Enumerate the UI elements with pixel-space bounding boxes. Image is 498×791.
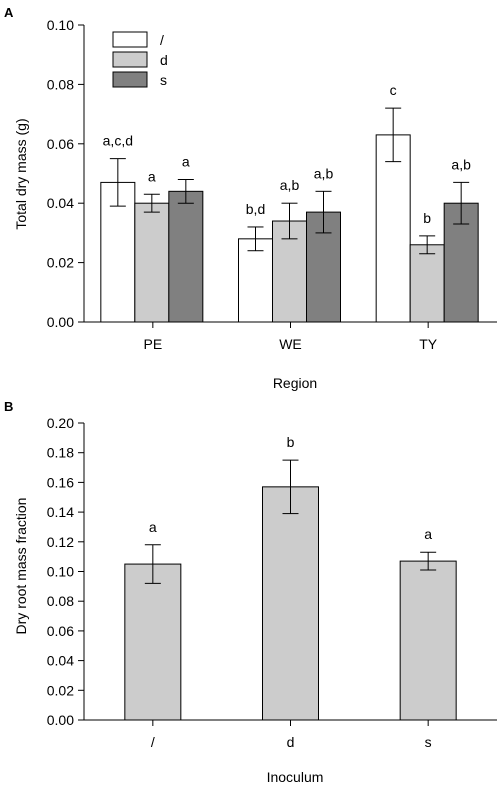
y-tick-label: 0.04 (47, 195, 74, 211)
legend-swatch (112, 71, 148, 88)
y-tick-label: 0.16 (47, 474, 74, 490)
y-tick-label: 0.20 (47, 415, 74, 431)
y-tick-label: 0.00 (47, 314, 74, 330)
y-axis-label-b: Dry root mass fraction (13, 498, 29, 635)
bar (262, 486, 319, 721)
y-tick-labels-b: 0.00 0.02 0.04 0.06 0.08 0.10 0.12 0.14 0.16 0.18… (47, 415, 84, 728)
significance-letter: a,c,d (103, 133, 133, 149)
x-tick-label: s (425, 734, 432, 750)
bar (409, 244, 445, 323)
x-tick-label: WE (279, 336, 302, 352)
x-tick-label: TY (419, 336, 438, 352)
y-tick-label: 0.12 (47, 534, 74, 550)
y-tick-label: 0.06 (47, 623, 74, 639)
y-tick-label: 0.18 (47, 445, 74, 461)
x-tick-label: d (287, 734, 295, 750)
y-tick-label: 0.08 (47, 76, 74, 92)
significance-letter: a (149, 519, 157, 535)
y-tick-label: 0.10 (47, 564, 74, 580)
panel-label-a: A (4, 5, 14, 20)
y-tick-label: 0.02 (47, 682, 74, 698)
y-tick-label: 0.00 (47, 712, 74, 728)
bar (124, 563, 182, 721)
y-tick-label: 0.06 (47, 136, 74, 152)
y-axis-label-a: Total dry mass (g) (13, 118, 29, 229)
y-tick-label: 0.04 (47, 653, 74, 669)
y-tick-label: 0.14 (47, 504, 74, 520)
significance-letter: a,b (314, 165, 334, 181)
x-tick-label: PE (143, 336, 162, 352)
panel-a: A Total dry mass (g) Region 0.00 0.02 0.04… (4, 5, 497, 391)
y-tick-label: 0.08 (47, 593, 74, 609)
panel-b: B Dry root mass fraction Inoculum 0.000.… (4, 399, 497, 785)
significance-letter: c (390, 82, 397, 98)
bars-b: a b a (124, 434, 457, 721)
significance-letter: a (424, 526, 432, 542)
legend-label: / (160, 32, 164, 48)
legend-swatch (112, 31, 148, 48)
x-tick-label: / (151, 734, 155, 750)
significance-letter: a (148, 168, 156, 184)
significance-letter: a (182, 153, 190, 169)
legend-label: d (160, 52, 168, 68)
legend-a: / ds (112, 31, 168, 88)
legend-swatch (112, 51, 148, 68)
y-tick-label: 0.02 (47, 255, 74, 271)
bar (238, 238, 273, 323)
significance-letter: b,d (246, 201, 265, 217)
x-axis-label-a: Region (273, 375, 317, 391)
x-tick-labels-b: / d s (151, 720, 432, 750)
legend-label: s (160, 72, 167, 88)
panel-label-b: B (4, 399, 13, 414)
significance-letter: b (287, 434, 295, 450)
y-tick-labels-a: 0.00 0.02 0.04 0.06 0.08 0.10 (47, 17, 84, 330)
significance-letter: b (423, 210, 431, 226)
bar (375, 134, 411, 323)
significance-letter: a,b (451, 156, 471, 172)
bar (399, 560, 457, 721)
x-tick-labels-a: PE WE TY (143, 322, 438, 352)
bars-a: a,c,d b,d c a a,b b a a,b a,b (100, 82, 479, 323)
bar (134, 202, 170, 323)
significance-letter: a,b (280, 177, 300, 193)
y-tick-label: 0.10 (47, 17, 74, 33)
x-axis-label-b: Inoculum (267, 769, 324, 785)
bar (168, 190, 204, 323)
